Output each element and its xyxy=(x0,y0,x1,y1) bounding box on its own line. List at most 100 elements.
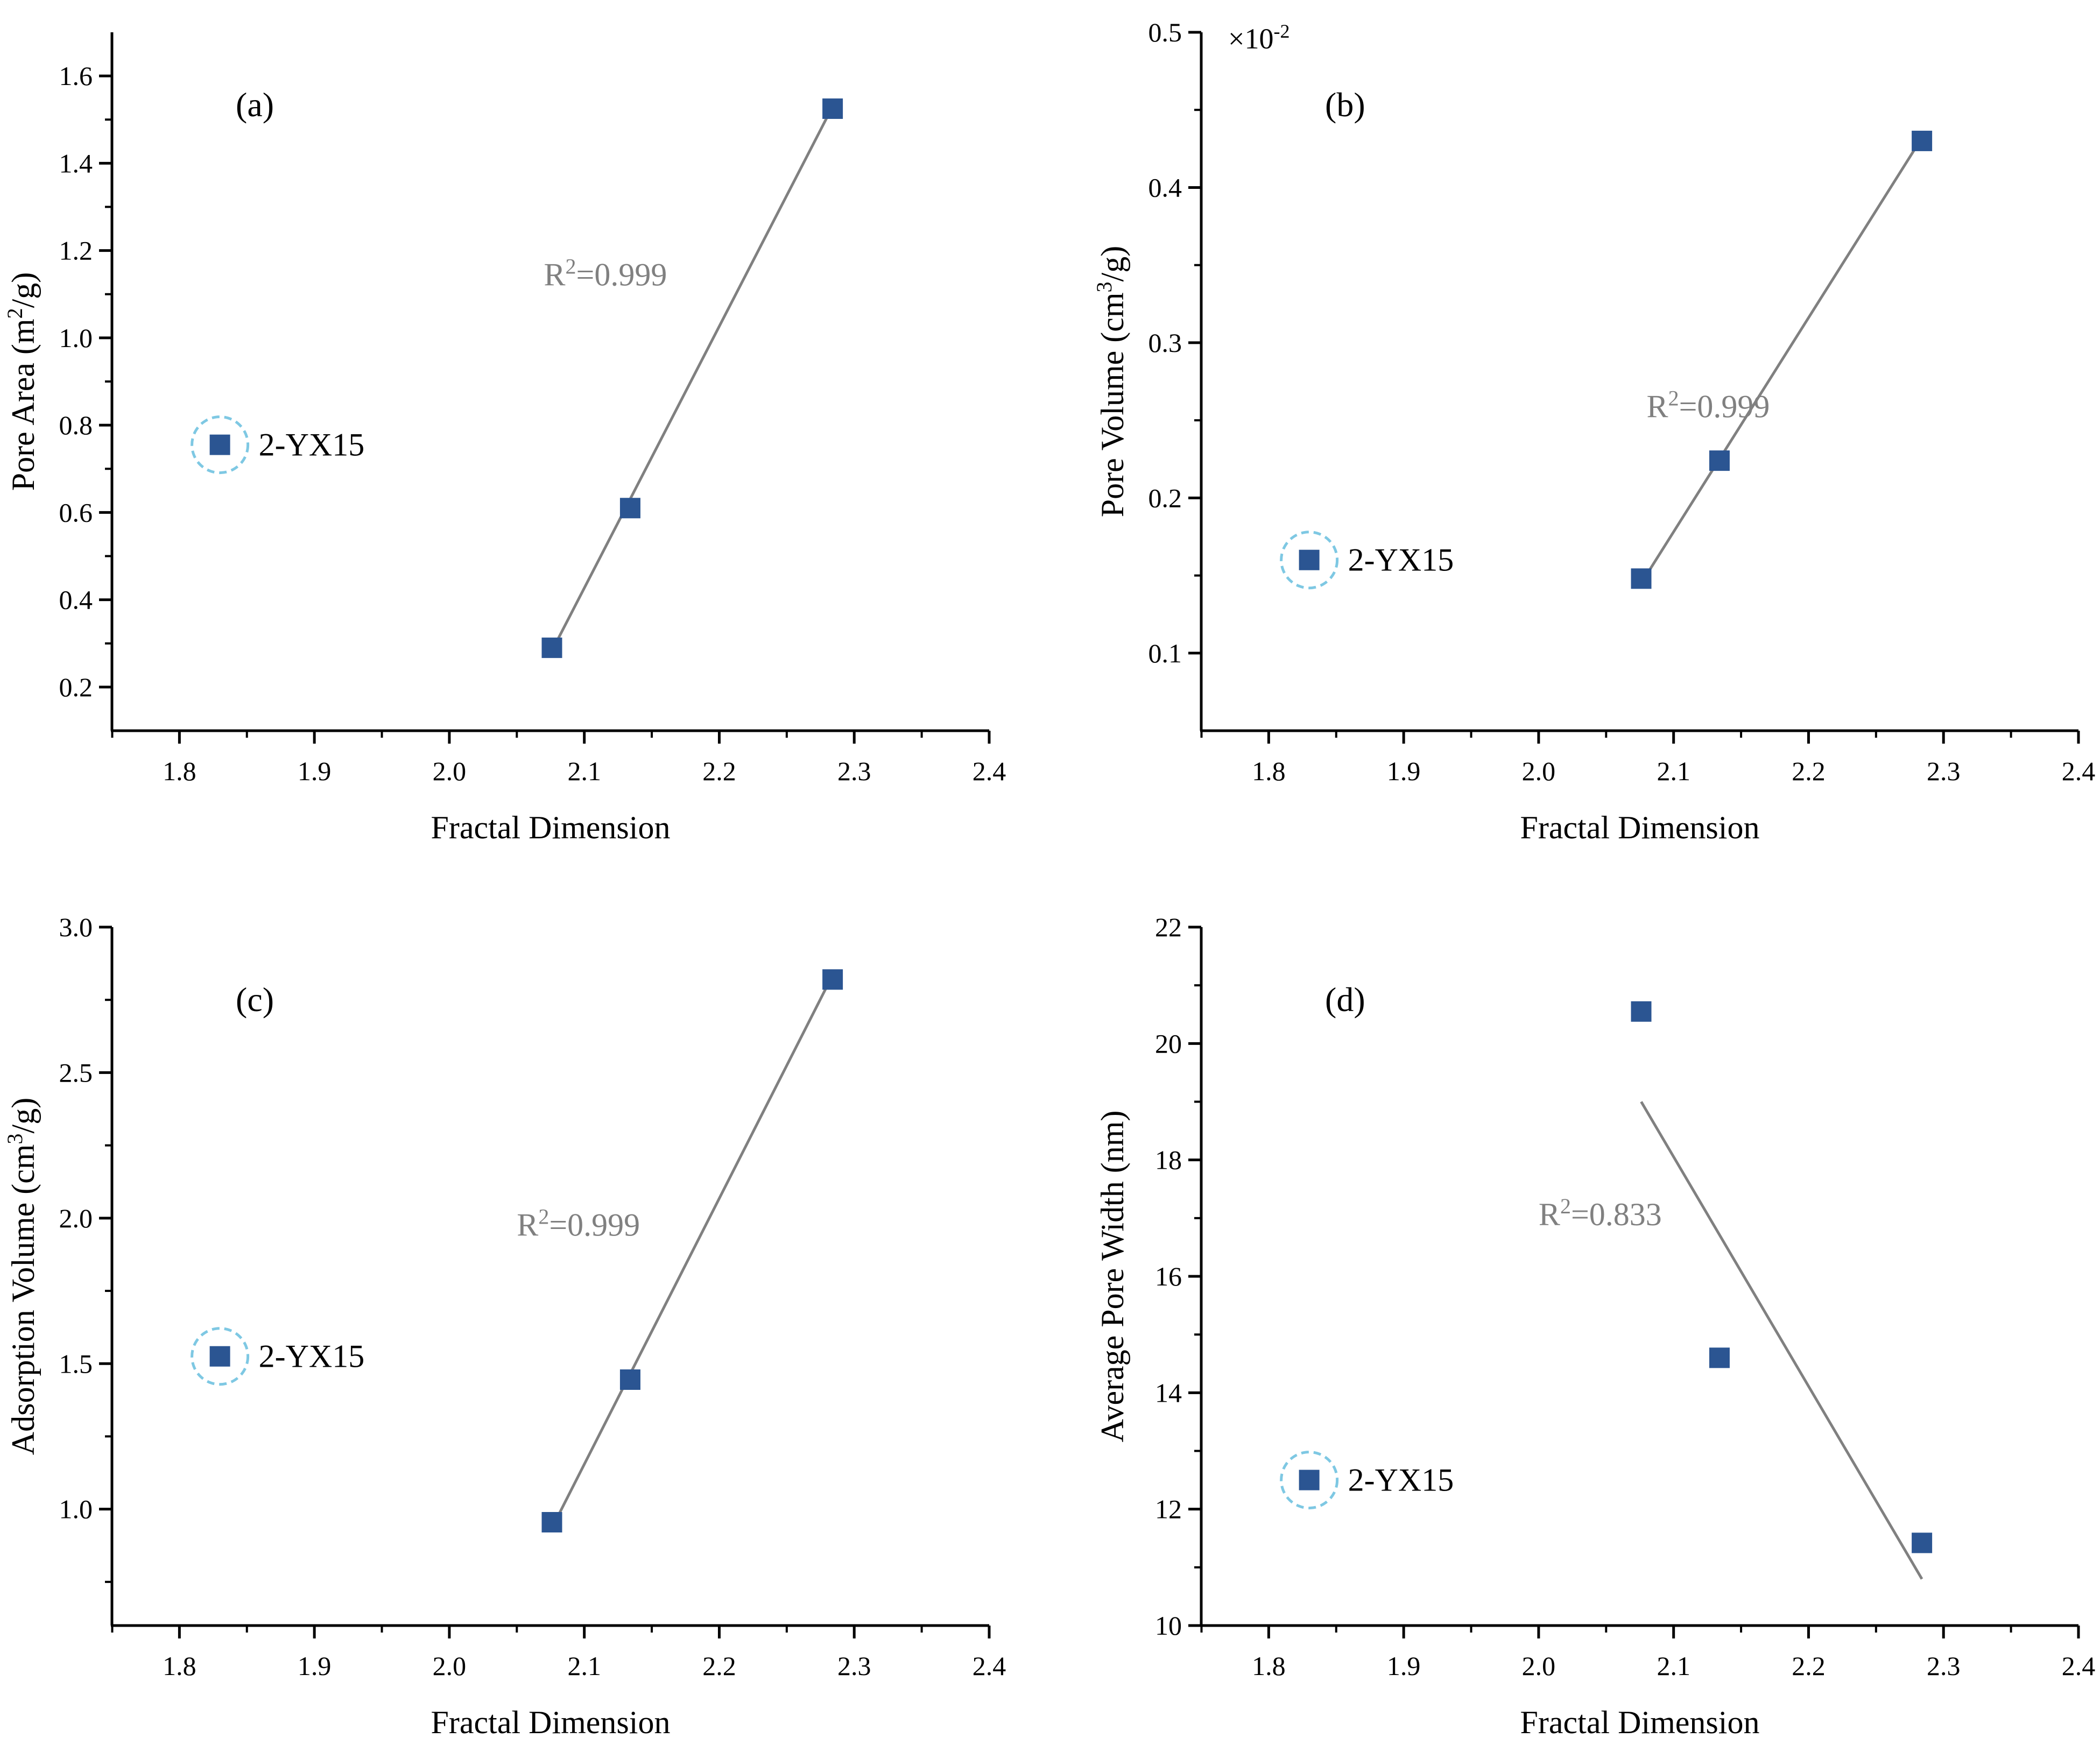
x-tick-label: 2.0 xyxy=(433,756,467,786)
data-point xyxy=(822,969,843,990)
outlier-point xyxy=(209,1346,230,1367)
axis-multiplier: ×10-2 xyxy=(1228,20,1289,55)
chart-panel-a: 1.8 1.9 2.0 2.1 2.2 2.3 2.4 0.2 0.4 0.6 0.8 1.0 1.2 1… xyxy=(3,32,1006,845)
y-tick-label: 0.6 xyxy=(59,497,93,527)
x-tick-label: 1.8 xyxy=(1252,1651,1286,1681)
data-point xyxy=(1709,1347,1730,1368)
fit-line xyxy=(1640,1101,1923,1580)
x-tick-label: 2.3 xyxy=(837,756,871,786)
y-tick-label: 1.2 xyxy=(59,236,93,266)
data-point xyxy=(1631,568,1652,589)
y-tick-label: 10 xyxy=(1155,1610,1182,1641)
r-squared-annotation: R2=0.999 xyxy=(1647,386,1770,425)
x-tick-label: 1.9 xyxy=(1387,756,1421,786)
panel-label: (d) xyxy=(1325,980,1365,1019)
data-point xyxy=(1631,1001,1652,1022)
panel-label: (b) xyxy=(1325,86,1365,124)
chart-panel-b: 1.8 1.9 2.0 2.1 2.2 2.3 2.4 0.1 0.2 0.3 0.4 0.5 Frac… xyxy=(1092,17,2096,845)
y-tick-label: 0.4 xyxy=(59,585,93,615)
chart-panel-d: 1.8 1.9 2.0 2.1 2.2 2.3 2.4 10 12 14 16 18 20 22 Fract… xyxy=(1095,912,2095,1738)
data-point xyxy=(619,1369,640,1390)
x-tick-label: 2.4 xyxy=(973,756,1006,786)
panel-label: (c) xyxy=(236,980,274,1019)
y-tick-label: 1.5 xyxy=(59,1348,93,1379)
y-tick-label: 18 xyxy=(1155,1145,1182,1175)
x-tick-label: 1.8 xyxy=(1252,756,1286,786)
x-tick-label: 2.0 xyxy=(433,1651,467,1681)
x-axis-label: Fractal Dimension xyxy=(431,810,671,845)
r-squared-annotation: R2=0.999 xyxy=(517,1204,640,1243)
r-squared-annotation: R2=0.999 xyxy=(544,254,667,293)
data-point xyxy=(1912,130,1933,151)
y-tick-label: 16 xyxy=(1155,1261,1182,1291)
x-tick-label: 2.1 xyxy=(1657,756,1690,786)
x-tick-label: 2.2 xyxy=(1792,756,1826,786)
outlier-circle xyxy=(191,1327,250,1386)
x-tick-label: 2.2 xyxy=(702,756,736,786)
panel-label: (a) xyxy=(236,86,274,124)
y-tick-label: 3.0 xyxy=(59,912,93,942)
y-tick-label: 0.4 xyxy=(1148,172,1182,202)
x-tick-label: 2.2 xyxy=(702,1651,736,1681)
y-tick-label: 1.4 xyxy=(59,148,93,178)
x-tick-label: 2.3 xyxy=(1927,1651,1961,1681)
x-axis-label: Fractal Dimension xyxy=(431,1705,671,1738)
outlier-label: 2-YX15 xyxy=(259,427,365,463)
fit-line xyxy=(551,105,834,652)
outlier-label: 2-YX15 xyxy=(1348,542,1454,578)
outlier-label: 2-YX15 xyxy=(1348,1463,1454,1498)
y-tick-label: 0.2 xyxy=(59,672,93,702)
x-tick-label: 2.4 xyxy=(2062,1651,2096,1681)
y-tick-label: 2.5 xyxy=(59,1057,93,1087)
data-point xyxy=(1709,450,1730,471)
x-tick-label: 2.4 xyxy=(973,1651,1006,1681)
fit-line xyxy=(1640,137,1923,584)
x-tick-label: 1.9 xyxy=(298,1651,332,1681)
x-axis-label: Fractal Dimension xyxy=(1520,810,1760,845)
x-tick-label: 1.9 xyxy=(298,756,332,786)
data-point xyxy=(822,98,843,119)
outlier-circle xyxy=(1280,531,1339,590)
y-tick-label: 2.0 xyxy=(59,1203,93,1233)
data-point xyxy=(1912,1532,1933,1553)
data-point xyxy=(541,1512,562,1533)
outlier-circle xyxy=(191,415,250,475)
x-tick-label: 1.8 xyxy=(163,756,196,786)
data-point xyxy=(541,637,562,658)
outlier-point xyxy=(1299,549,1320,570)
y-axis-label: Pore Area (m2/g) xyxy=(3,272,41,491)
outlier-point xyxy=(1299,1469,1320,1490)
y-tick-label: 1.6 xyxy=(59,61,93,91)
chart-panel-c: 1.8 1.9 2.0 2.1 2.2 2.3 2.4 1.0 1.5 2.0 2.5 3.0 Frac… xyxy=(3,912,1006,1738)
x-axis-label: Fractal Dimension xyxy=(1520,1705,1760,1738)
y-tick-label: 1.0 xyxy=(59,1494,93,1524)
x-tick-label: 2.1 xyxy=(567,1651,601,1681)
y-tick-label: 0.2 xyxy=(1148,483,1182,513)
x-tick-label: 2.0 xyxy=(1522,1651,1556,1681)
fit-line xyxy=(551,974,834,1529)
y-tick-label: 0.5 xyxy=(1148,17,1182,47)
outlier-point xyxy=(209,434,230,455)
data-point xyxy=(619,498,640,519)
y-axis-label: Average Pore Width (nm) xyxy=(1095,1111,1130,1443)
y-tick-label: 0.8 xyxy=(59,410,93,440)
x-tick-label: 2.3 xyxy=(1927,756,1961,786)
x-tick-label: 2.2 xyxy=(1792,1651,1826,1681)
y-tick-label: 0.3 xyxy=(1148,328,1182,358)
x-tick-label: 2.4 xyxy=(2062,756,2096,786)
x-tick-label: 1.8 xyxy=(163,1651,196,1681)
x-tick-label: 2.1 xyxy=(567,756,601,786)
y-tick-label: 1.0 xyxy=(59,323,93,353)
x-tick-label: 2.1 xyxy=(1657,1651,1690,1681)
y-axis-label: Adsorption Volume (cm3/g) xyxy=(3,1098,41,1455)
y-tick-label: 14 xyxy=(1155,1377,1182,1408)
y-tick-label: 0.1 xyxy=(1148,638,1182,668)
x-tick-label: 2.0 xyxy=(1522,756,1556,786)
outlier-label: 2-YX15 xyxy=(259,1339,365,1374)
r-squared-annotation: R2=0.833 xyxy=(1539,1193,1662,1232)
x-tick-label: 1.9 xyxy=(1387,1651,1421,1681)
y-axis-label: Pore Volume (cm3/g) xyxy=(1092,246,1131,517)
outlier-circle xyxy=(1280,1451,1339,1510)
y-tick-label: 12 xyxy=(1155,1494,1182,1524)
